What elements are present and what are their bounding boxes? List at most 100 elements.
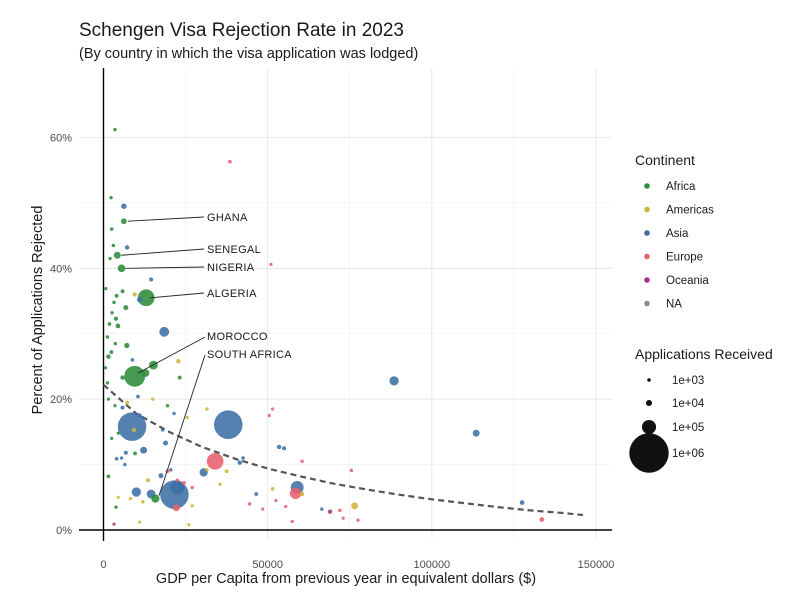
data-point: [132, 292, 137, 297]
legend-swatch-americas: [644, 206, 650, 213]
data-point: [128, 496, 133, 501]
data-point: [105, 335, 110, 339]
data-point: [327, 509, 333, 514]
data-point: [205, 407, 209, 411]
data-point: [158, 473, 164, 479]
trend-line-group: [102, 383, 584, 517]
data-point: [254, 492, 259, 496]
legend-size-swatch: [641, 419, 657, 435]
data-point: [149, 277, 154, 282]
data-point: [123, 450, 128, 455]
data-point: [116, 495, 120, 499]
data-point: [115, 323, 121, 329]
data-point: [116, 431, 120, 435]
data-point: [519, 500, 525, 505]
data-point: [241, 456, 245, 460]
data-point: [159, 326, 170, 337]
data-point: [137, 413, 142, 418]
legend-size-swatch: [647, 378, 651, 382]
data-point: [349, 468, 354, 473]
data-point: [539, 517, 545, 522]
data-point: [109, 350, 114, 354]
data-point: [141, 500, 145, 504]
legend-applications: Applications Received 1e+03 1e+04 1e+05 1e+…: [629, 346, 773, 473]
data-point: [111, 243, 116, 248]
data-point: [274, 498, 278, 503]
data-point: [141, 369, 150, 377]
legend-size-label: 1e+05: [672, 422, 704, 434]
data-point: [120, 289, 125, 294]
data-point: [176, 359, 181, 364]
data-point: [114, 293, 119, 298]
data-point: [133, 451, 137, 456]
data-point: [472, 429, 480, 437]
data-point: [284, 504, 288, 509]
data-point: [237, 460, 242, 465]
data-point: [356, 518, 360, 522]
data-point: [124, 342, 130, 349]
data-point: [299, 491, 305, 497]
data-point: [276, 444, 282, 450]
x-tick-label: 0: [100, 559, 106, 571]
y-tick-label: 40%: [50, 263, 72, 275]
data-point: [113, 316, 119, 321]
data-point: [103, 366, 108, 370]
data-point: [106, 354, 111, 359]
legend-swatch-asia: [644, 230, 650, 236]
data-point: [112, 300, 116, 305]
x-tick-label: 50000: [252, 559, 283, 571]
annotation-leader: [127, 216, 205, 222]
data-point: [110, 436, 114, 441]
grid-lines: [79, 68, 612, 538]
data-point: [228, 159, 232, 164]
data-point: [261, 507, 265, 511]
data-point: [136, 297, 143, 303]
data-point: [170, 480, 185, 495]
data-point: [182, 480, 186, 485]
data-point: [105, 381, 110, 385]
data-point: [117, 264, 126, 273]
data-point: [190, 504, 194, 508]
data-point: [123, 305, 129, 311]
annotation-leader: [150, 292, 205, 299]
legend-size-label: 1e+06: [672, 448, 704, 460]
data-point: [177, 375, 182, 380]
data-point: [108, 256, 112, 261]
data-point: [145, 478, 150, 483]
chart-subtitle: (By country in which the visa applicatio…: [79, 46, 418, 62]
data-point: [140, 446, 148, 454]
data-point: [110, 311, 114, 315]
legend-size-swatch: [629, 433, 669, 473]
data-point: [106, 397, 111, 401]
data-point: [124, 365, 146, 387]
data-point: [163, 440, 169, 446]
legend-applications-title: Applications Received: [635, 346, 773, 362]
data-point: [117, 412, 147, 441]
data-point: [338, 508, 342, 513]
legend-label: Asia: [666, 228, 689, 240]
data-point: [351, 502, 359, 510]
data-point: [113, 341, 118, 346]
legend-continent-title: Continent: [635, 152, 695, 168]
x-tick-label: 100000: [413, 559, 450, 571]
chart-title: Schengen Visa Rejection Rate in 2023: [79, 20, 404, 41]
data-point: [289, 487, 302, 500]
data-point: [151, 397, 155, 401]
data-point: [172, 504, 180, 512]
data-point: [213, 410, 243, 439]
data-point: [218, 482, 222, 486]
data-point: [125, 400, 130, 405]
data-point: [120, 405, 125, 410]
data-point: [175, 478, 180, 483]
data-point: [270, 486, 275, 491]
annotations: GHANA SENEGAL NIGERIA ALGERIA MOROCCO SOUTH A…: [121, 212, 292, 496]
legend-label: NA: [666, 299, 682, 311]
data-point: [113, 251, 121, 259]
y-tick-label: 60%: [50, 133, 72, 145]
legend-label: Europe: [666, 252, 703, 264]
data-point: [187, 523, 191, 527]
data-point: [290, 519, 294, 524]
data-point: [151, 494, 160, 503]
annotation-leader: [121, 248, 205, 256]
